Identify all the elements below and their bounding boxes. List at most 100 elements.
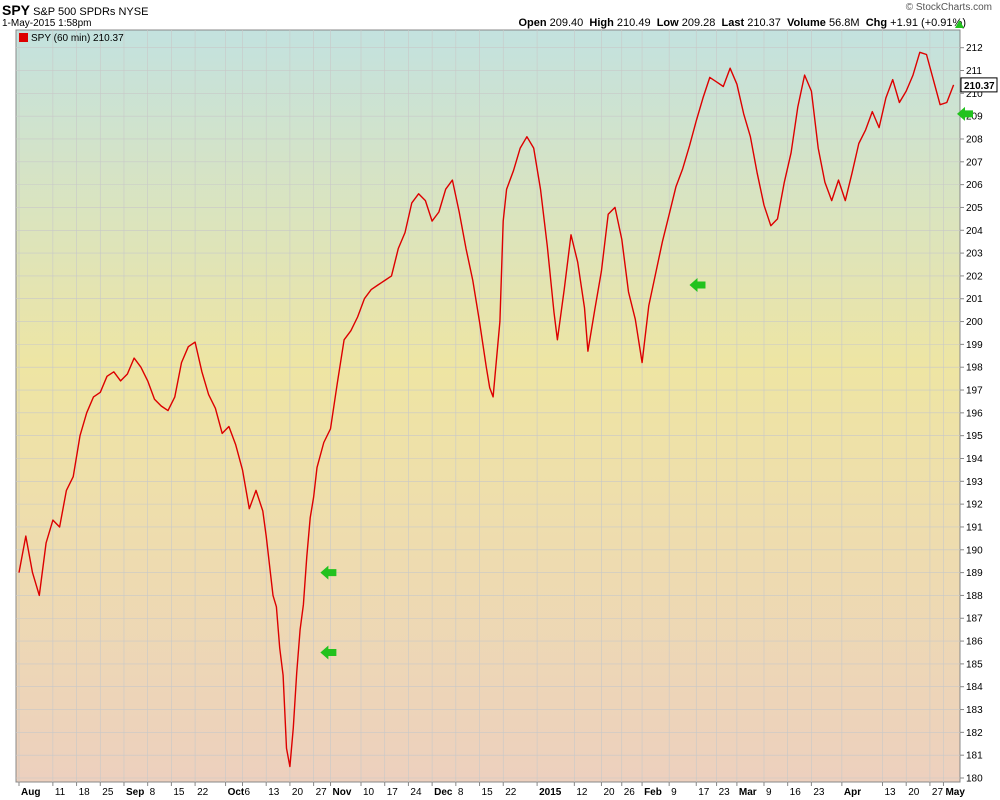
legend-swatch — [19, 33, 28, 42]
x-tick-label: 8 — [458, 787, 464, 798]
x-tick-label: 24 — [410, 787, 422, 798]
left-arrow-icon — [957, 106, 973, 121]
x-tick-label: 27 — [932, 787, 944, 798]
y-tick-label: 189 — [966, 568, 983, 579]
x-tick-label: 23 — [719, 787, 731, 798]
x-tick-label: Dec — [434, 787, 453, 798]
last-value: 210.37 — [747, 17, 781, 29]
x-tick-label: 20 — [908, 787, 920, 798]
y-tick-label: 203 — [966, 249, 983, 260]
y-tick-label: 205 — [966, 203, 983, 214]
y-tick-label: 186 — [966, 637, 983, 648]
y-tick-label: 185 — [966, 659, 983, 670]
last-price-tag: 210.37 — [960, 77, 998, 93]
y-tick-label: 182 — [966, 728, 983, 739]
x-tick-label: 15 — [173, 787, 185, 798]
y-tick-label: 180 — [966, 774, 983, 785]
y-axis: 180 181 182 183 184 185 186 187 188 189 190 191 192 1… — [960, 43, 983, 785]
x-tick-label: 23 — [813, 787, 825, 798]
x-tick-label: Feb — [644, 787, 662, 798]
x-tick-label: 12 — [576, 787, 588, 798]
x-tick-label: 9 — [766, 787, 772, 798]
last-label: Last — [721, 17, 745, 29]
x-tick-label: 9 — [671, 787, 677, 798]
open-label: Open — [518, 17, 547, 29]
x-tick-label: 27 — [316, 787, 328, 798]
quote-summary: Open 209.40 High 210.49 Low 209.28 Last … — [518, 17, 966, 29]
x-tick-label: Mar — [739, 787, 757, 798]
stockcharts-brand: © StockCharts.com — [905, 2, 992, 13]
ticker-symbol: SPY — [2, 2, 31, 18]
y-tick-label: 200 — [966, 317, 983, 328]
legend-label: SPY (60 min) 210.37 — [31, 33, 124, 44]
y-tick-label: 197 — [966, 386, 983, 397]
x-tick-label: 2015 — [539, 787, 562, 798]
chart-datetime: 1-May-2015 1:58pm — [2, 18, 92, 29]
chart-header-left: SPY S&P 500 SPDRs NYSE — [2, 2, 148, 18]
plot-area — [15, 29, 961, 783]
y-tick-label: 202 — [966, 271, 983, 282]
y-tick-label: 184 — [966, 682, 983, 693]
x-tick-label: Sep — [126, 787, 144, 798]
chg-label: Chg — [865, 17, 888, 29]
x-tick-label: 22 — [505, 787, 517, 798]
x-tick-label: May — [945, 787, 965, 798]
y-tick-label: 193 — [966, 477, 983, 488]
x-tick-label: 8 — [150, 787, 156, 798]
y-tick-label: 207 — [966, 157, 983, 168]
x-tick-label: 17 — [387, 787, 399, 798]
y-tick-label: 204 — [966, 226, 983, 237]
x-tick-label: 20 — [292, 787, 304, 798]
y-tick-label: 195 — [966, 431, 983, 442]
left-arrow-icon — [320, 565, 337, 580]
x-tick-label: 16 — [790, 787, 802, 798]
y-tick-label: 209 — [966, 112, 983, 123]
y-tick-label: 206 — [966, 180, 983, 191]
last-price-box — [960, 77, 998, 93]
high-value: 210.49 — [616, 17, 651, 29]
security-name: S&P 500 SPDRs — [33, 6, 116, 18]
y-tick-label: 191 — [966, 522, 983, 533]
left-arrow-icon — [320, 645, 337, 660]
series-line — [18, 51, 955, 768]
volume-value: 56.8M — [829, 17, 860, 29]
exchange-name: NYSE — [118, 6, 149, 18]
x-tick-label: 17 — [698, 787, 710, 798]
y-tick-label: 190 — [966, 545, 983, 556]
x-tick-label: 26 — [624, 787, 636, 798]
left-arrow-icon — [689, 278, 706, 293]
x-tick-label: 18 — [79, 787, 91, 798]
y-tick-label: 198 — [966, 363, 983, 374]
x-tick-label: 25 — [102, 787, 114, 798]
volume-label: Volume — [787, 17, 826, 29]
triangle-up-icon — [955, 20, 964, 28]
annotation-arrows — [320, 106, 973, 660]
x-tick-label: 22 — [197, 787, 209, 798]
x-tick-label: 15 — [482, 787, 494, 798]
grid-lines — [16, 30, 960, 782]
y-tick-label: 201 — [966, 294, 983, 305]
x-tick-label: Oct — [228, 787, 245, 798]
open-value: 209.40 — [549, 17, 584, 29]
x-tick-label: 20 — [603, 787, 615, 798]
x-tick-label: Aug — [21, 787, 40, 798]
y-tick-label: 212 — [966, 43, 983, 54]
x-tick-label: Nov — [333, 787, 352, 798]
x-tick-label: Apr — [844, 787, 861, 798]
x-tick-label: 6 — [244, 787, 250, 798]
y-tick-label: 199 — [966, 340, 983, 351]
x-axis: Aug 11 18 25 Sep 8 15 22 Oct 6 13 20 27 Nov 10 17 24 Dec 8… — [18, 782, 965, 798]
y-tick-label: 194 — [966, 454, 983, 465]
high-label: High — [589, 17, 614, 29]
y-tick-label: 181 — [966, 751, 983, 762]
y-tick-label: 188 — [966, 591, 983, 602]
x-tick-label: 13 — [268, 787, 280, 798]
y-tick-label: 192 — [966, 500, 983, 511]
y-tick-label: 187 — [966, 614, 983, 625]
low-label: Low — [656, 17, 679, 29]
y-tick-label: 196 — [966, 408, 983, 419]
y-tick-label: 208 — [966, 134, 983, 145]
chg-value: +1.91 (+0.91%) — [890, 17, 966, 29]
x-tick-label: 11 — [55, 787, 66, 798]
